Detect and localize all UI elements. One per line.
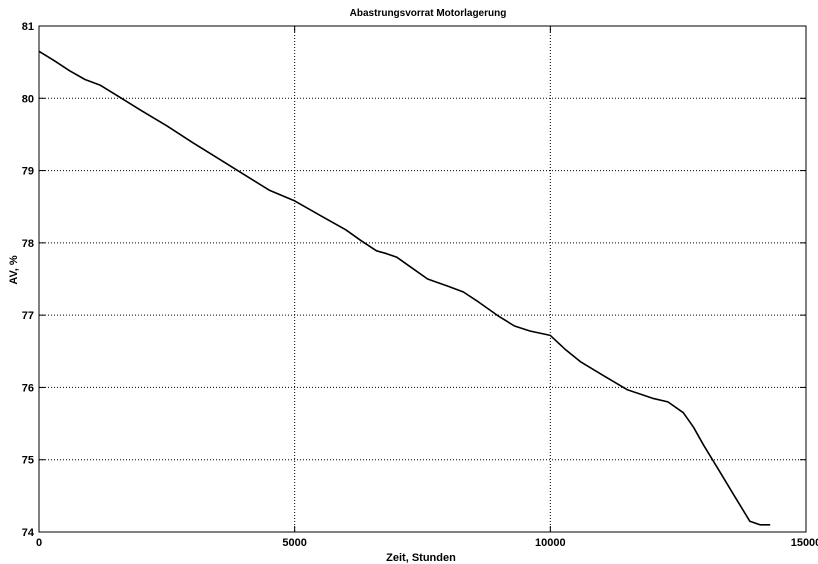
- x-tick-label: 0: [36, 537, 42, 549]
- y-tick-label: 75: [22, 455, 34, 467]
- y-axis-label: AV, %: [8, 255, 20, 285]
- y-tick-label: 77: [22, 310, 34, 322]
- y-tick-label: 74: [22, 527, 35, 539]
- y-tick-label: 78: [22, 238, 34, 250]
- x-tick-label: 10000: [535, 537, 566, 549]
- tick-labels: 0 5000 10000 15000 74 75 76 77 78 79 80 81: [22, 21, 818, 549]
- y-tick-label: 80: [22, 93, 34, 105]
- axis-ticks: [38, 25, 807, 533]
- series-layer: [38, 50, 771, 526]
- x-tick-label: 5000: [282, 537, 306, 549]
- x-tick-label: 15000: [791, 537, 818, 549]
- plot-frame: [38, 25, 807, 533]
- series-line: [38, 50, 771, 526]
- chart-title: Abastrungsvorrat Motorlagerung: [350, 8, 507, 19]
- x-axis-label: Zeit, Stunden: [386, 552, 456, 564]
- y-tick-label: 79: [22, 166, 34, 178]
- y-tick-label: 76: [22, 382, 34, 394]
- y-tick-label: 81: [22, 21, 34, 33]
- grid-lines: [39, 26, 806, 532]
